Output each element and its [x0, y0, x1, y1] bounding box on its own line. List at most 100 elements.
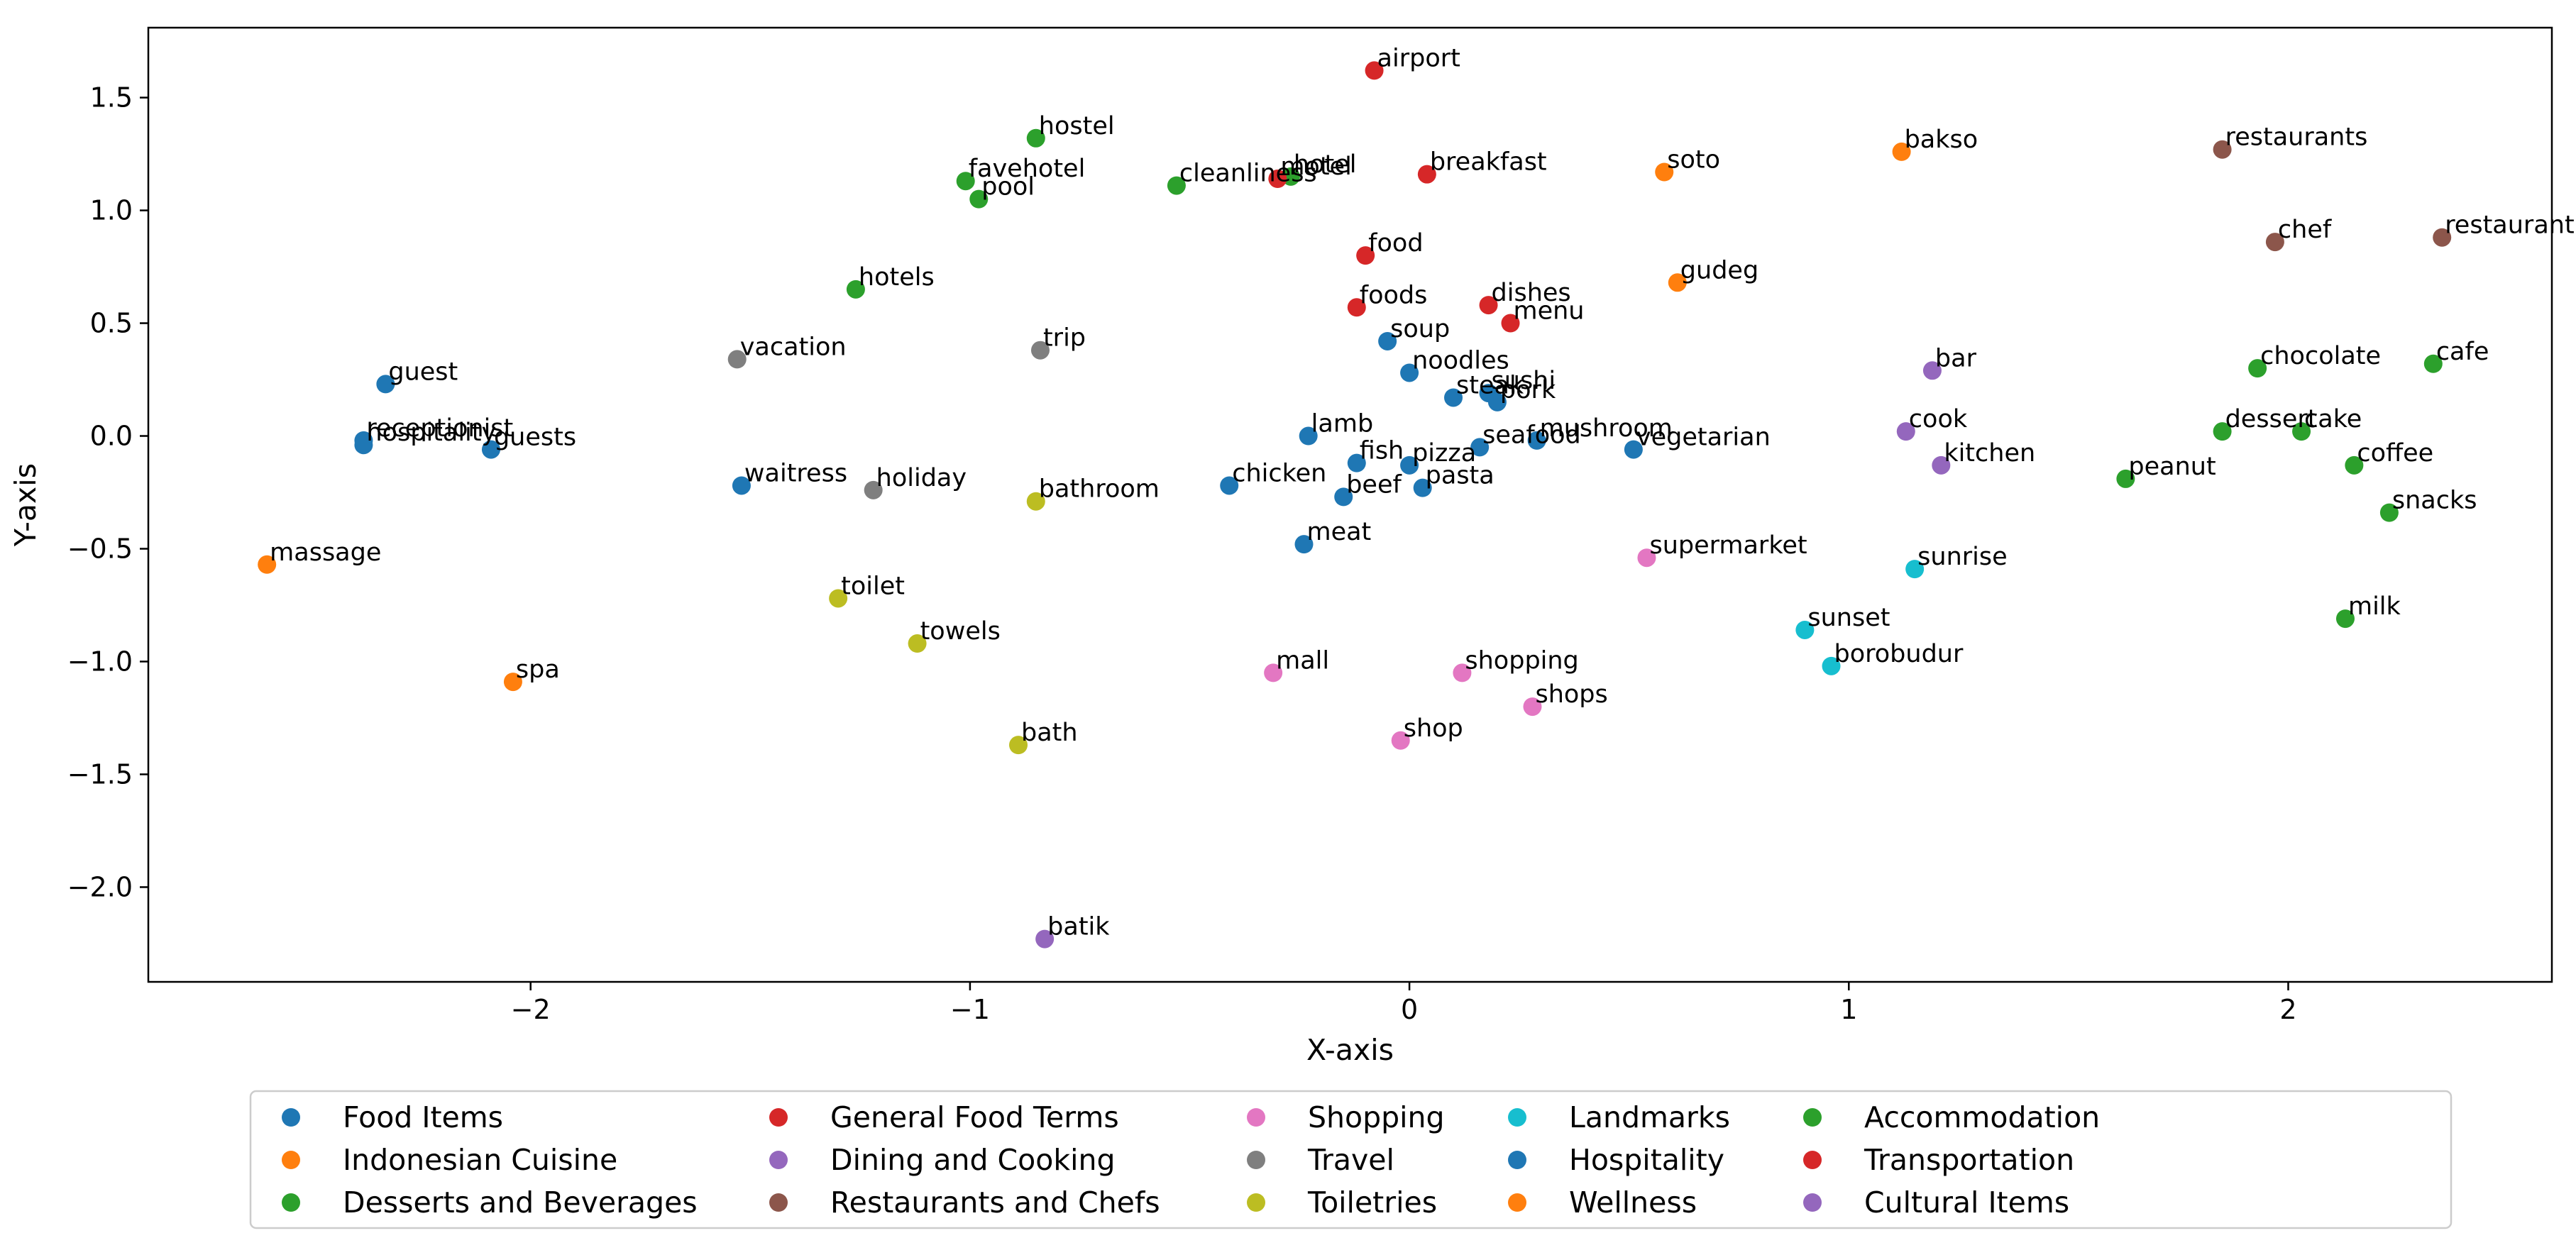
data-point-guest	[376, 375, 395, 394]
data-point-menu	[1501, 314, 1520, 333]
point-label-chocolate: chocolate	[2260, 342, 2381, 370]
point-label-spa: spa	[516, 656, 560, 684]
data-point-seafood	[1470, 438, 1490, 457]
point-label-meat: meat	[1306, 518, 1371, 546]
legend-label: Indonesian Cuisine	[343, 1143, 617, 1177]
legend-marker	[1247, 1193, 1265, 1212]
data-point-chocolate	[2248, 359, 2267, 378]
legend-marker	[1803, 1151, 1822, 1169]
data-point-cake	[2292, 422, 2311, 441]
data-point-foods	[1347, 298, 1366, 317]
data-point-pasta	[1413, 478, 1432, 497]
data-point-shop	[1391, 731, 1410, 750]
data-point-massage	[258, 555, 277, 574]
data-point-coffee	[2345, 455, 2364, 475]
data-point-restaurants	[2213, 140, 2232, 159]
axis-ticks: −2 −1 0 1 2 1.5 1.0 0.5 0.0 −0.5 −1.0 −1.5 −2.0	[67, 82, 2297, 1025]
legend-label: Hospitality	[1569, 1143, 1724, 1177]
data-point-towels	[908, 634, 927, 653]
data-point-bakso	[1892, 142, 1911, 161]
point-label-pasta: pasta	[1426, 462, 1495, 490]
legend-marker	[1508, 1193, 1526, 1212]
data-point-supermarket	[1637, 548, 1656, 568]
legend-marker	[1803, 1193, 1822, 1212]
data-point-dessert	[2213, 422, 2232, 441]
legend-marker	[282, 1193, 300, 1212]
data-point-sunrise	[1905, 560, 1925, 579]
point-label-milk: milk	[2348, 592, 2401, 621]
point-label-menu: menu	[1514, 297, 1585, 326]
y-tick-label: −1.0	[67, 646, 133, 677]
point-label-lamb: lamb	[1311, 410, 1373, 438]
legend-label: Shopping	[1308, 1100, 1445, 1134]
point-label-pork: pork	[1500, 376, 1556, 404]
data-point-holiday	[864, 480, 883, 499]
y-tick-label: 0.0	[90, 421, 133, 452]
data-point-mall	[1264, 663, 1283, 682]
y-tick-label: 0.5	[90, 308, 133, 339]
data-point-chicken	[1220, 476, 1239, 495]
legend-marker	[282, 1108, 300, 1127]
legend-marker	[769, 1151, 788, 1169]
point-label-dessert: dessert	[2225, 405, 2318, 433]
point-label-borobudur: borobudur	[1834, 640, 1964, 668]
data-point-cleanliness	[1167, 176, 1186, 195]
point-label-coffee: coffee	[2357, 439, 2433, 468]
legend-label: Cultural Items	[1864, 1185, 2069, 1220]
point-label-breakfast: breakfast	[1430, 148, 1547, 177]
data-point-shops	[1523, 697, 1542, 717]
point-label-mushroom: mushroom	[1540, 414, 1673, 443]
y-axis-label: Y-axis	[9, 463, 43, 547]
point-label-bathroom: bathroom	[1039, 475, 1160, 504]
point-label-snacks: snacks	[2392, 487, 2477, 515]
point-label-kitchen: kitchen	[1944, 439, 2035, 468]
data-point-bathroom	[1026, 492, 1045, 511]
point-label-soto: soto	[1667, 145, 1720, 174]
x-axis-label: X-axis	[1306, 1033, 1394, 1067]
point-label-cafe: cafe	[2436, 338, 2489, 366]
data-point-trip	[1030, 341, 1050, 360]
point-label-steak: steak	[1456, 371, 1524, 399]
data-point-cook	[1896, 422, 1915, 441]
point-label-sushi: sushi	[1492, 367, 1556, 395]
legend-marker	[1803, 1108, 1822, 1127]
data-point-soto	[1655, 162, 1674, 182]
data-point-favehotel	[956, 172, 975, 191]
point-label-bath: bath	[1021, 719, 1078, 747]
point-label-shop: shop	[1404, 714, 1463, 743]
point-label-hostel: hostel	[1039, 112, 1115, 140]
legend-label: Dining and Cooking	[830, 1143, 1116, 1177]
point-label-batik: batik	[1047, 913, 1110, 941]
point-label-pizza: pizza	[1412, 439, 1476, 468]
point-label-hospitality: hospitality	[366, 419, 496, 447]
x-tick-label: −2	[511, 994, 551, 1025]
legend-label: Restaurants and Chefs	[830, 1185, 1160, 1220]
point-label-mall: mall	[1276, 646, 1329, 675]
data-point-dishes	[1479, 296, 1498, 315]
point-label-favehotel: favehotel	[969, 155, 1086, 183]
data-point-batik	[1035, 929, 1055, 949]
data-point-borobudur	[1822, 656, 1841, 675]
data-point-noodles	[1400, 363, 1419, 382]
point-label-noodles: noodles	[1412, 346, 1509, 375]
legend-marker	[282, 1151, 300, 1169]
point-label-receptionist: receptionist	[366, 414, 513, 443]
point-label-massage: massage	[270, 538, 381, 567]
data-point-breakfast	[1417, 165, 1436, 184]
data-point-shopping	[1453, 663, 1472, 682]
point-label-soup: soup	[1390, 315, 1450, 343]
y-tick-label: −0.5	[67, 533, 133, 565]
data-point-hotels	[846, 280, 865, 299]
point-label-dishes: dishes	[1492, 279, 1571, 307]
point-label-cook: cook	[1909, 405, 1968, 433]
point-label-bakso: bakso	[1905, 126, 1978, 154]
point-label-hotels: hotels	[859, 263, 935, 292]
legend-label: Food Items	[343, 1100, 503, 1134]
point-label-food: food	[1368, 229, 1423, 258]
data-point-meat	[1294, 535, 1314, 554]
data-point-food	[1356, 246, 1375, 265]
data-point-motel	[1268, 170, 1287, 189]
x-tick-label: 2	[2279, 994, 2296, 1025]
data-point-bar	[1922, 361, 1942, 380]
